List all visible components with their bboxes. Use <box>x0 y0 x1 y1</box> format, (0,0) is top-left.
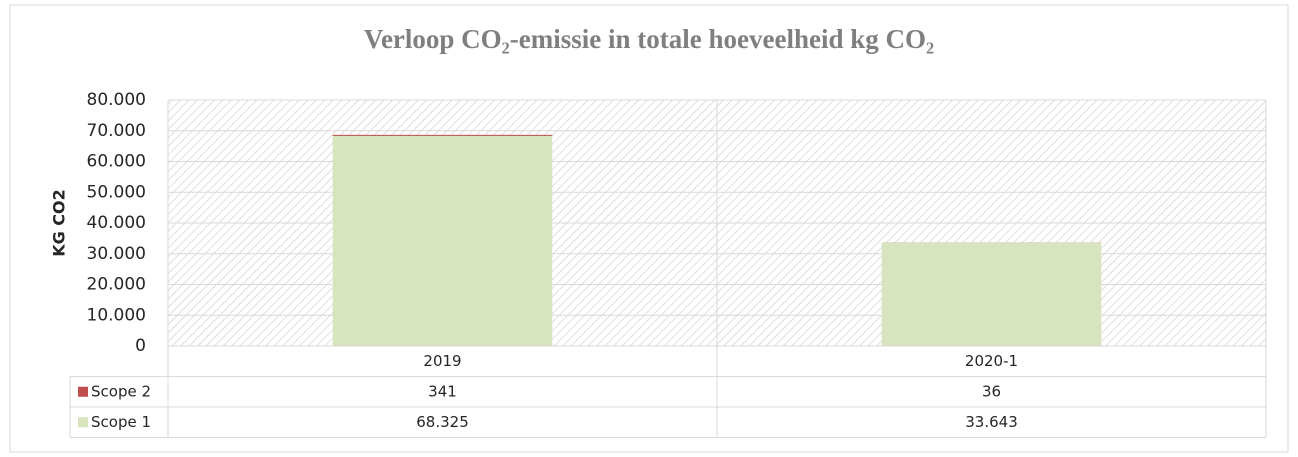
y-tick-label: 60.000 <box>87 152 146 172</box>
y-tick-label: 40.000 <box>87 213 146 233</box>
legend-swatch <box>78 386 88 397</box>
bar-segment <box>332 134 553 136</box>
x-tick-label: 2019 <box>423 352 461 370</box>
bar-segment <box>881 242 1102 346</box>
y-tick-label: 30.000 <box>87 244 146 264</box>
legend-swatch <box>78 417 88 428</box>
y-tick-label: 50.000 <box>87 182 146 202</box>
bar-segment <box>332 135 553 346</box>
y-tick-label: 20.000 <box>87 275 146 295</box>
y-tick-label: 70.000 <box>87 121 146 141</box>
legend-label: Scope 1 <box>91 413 151 431</box>
table-value: 68.325 <box>416 413 469 431</box>
table-value: 36 <box>982 382 1001 400</box>
y-tick-label: 80.000 <box>87 90 146 110</box>
y-tick-label: 10.000 <box>87 305 146 325</box>
x-tick-label: 2020-1 <box>965 352 1018 370</box>
table-value: 341 <box>428 382 457 400</box>
chart-title: Verloop CO₂-emissie in totale hoeveelhei… <box>364 24 934 54</box>
table-value: 33.643 <box>965 413 1018 431</box>
y-tick-label: 0 <box>135 336 146 356</box>
legend-label: Scope 2 <box>91 382 151 400</box>
y-axis-label: KG CO2 <box>50 189 69 257</box>
